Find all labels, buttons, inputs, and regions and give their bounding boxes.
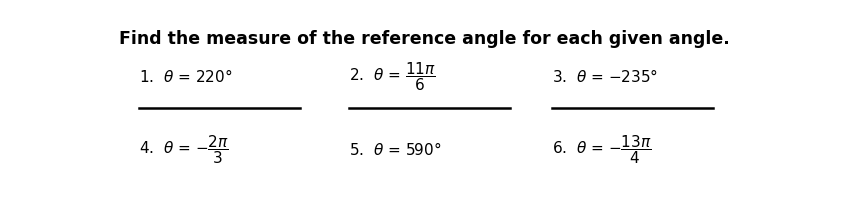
- Text: 1.  $\theta$ = 220°: 1. $\theta$ = 220°: [139, 68, 232, 85]
- Text: 5.  $\theta$ = 590°: 5. $\theta$ = 590°: [349, 141, 441, 158]
- Text: 3.  $\theta$ = $-$235°: 3. $\theta$ = $-$235°: [552, 68, 658, 85]
- Text: 2.  $\theta$ = $\dfrac{11\pi}{6}$: 2. $\theta$ = $\dfrac{11\pi}{6}$: [349, 60, 435, 93]
- Text: Find the measure of the reference angle for each given angle.: Find the measure of the reference angle …: [119, 30, 730, 48]
- Text: 6.  $\theta$ = $-\dfrac{13\pi}{4}$: 6. $\theta$ = $-\dfrac{13\pi}{4}$: [552, 134, 652, 166]
- Text: 4.  $\theta$ = $-\dfrac{2\pi}{3}$: 4. $\theta$ = $-\dfrac{2\pi}{3}$: [139, 134, 229, 166]
